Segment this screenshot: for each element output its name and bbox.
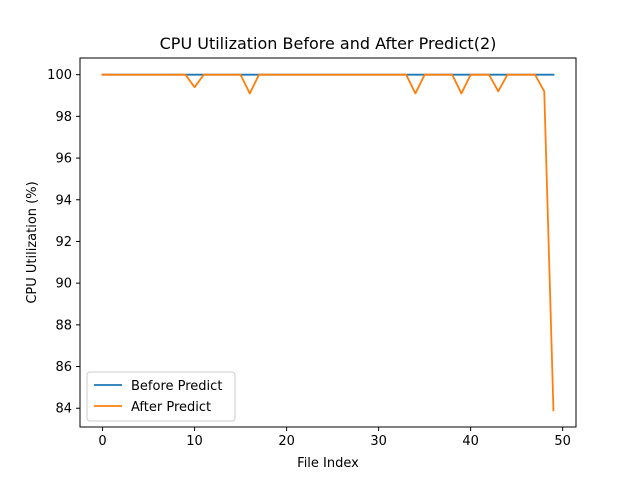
y-tick-label: 100 (47, 68, 72, 83)
x-tick-label: 40 (462, 434, 479, 449)
x-tick-label: 30 (370, 434, 387, 449)
y-tick-label: 86 (55, 360, 72, 375)
y-tick-label: 88 (55, 318, 72, 333)
x-tick-label: 20 (278, 434, 295, 449)
series-lines (101, 73, 555, 412)
x-tick-label: 10 (186, 434, 203, 449)
series-line-after-predict (101, 73, 555, 412)
x-axis-label: File Index (297, 456, 359, 471)
y-axis-ticks: 84 86 88 90 92 94 96 98 100 (47, 68, 80, 417)
y-tick-label: 98 (55, 110, 72, 125)
y-tick-label: 92 (55, 235, 72, 250)
y-tick-label: 90 (55, 277, 72, 292)
y-tick-label: 94 (55, 193, 72, 208)
x-tick-label: 50 (554, 434, 571, 449)
legend: Before Predict After Predict (86, 371, 236, 422)
x-tick-label: 0 (98, 434, 106, 449)
legend-label-before-predict: Before Predict (131, 379, 222, 394)
legend-frame (86, 371, 236, 422)
y-tick-label: 84 (55, 402, 72, 417)
y-axis-label: CPU Utilization (%) (25, 181, 40, 303)
plot-area-frame (79, 57, 577, 428)
x-axis-ticks: 0 10 20 30 40 50 (98, 427, 571, 449)
y-tick-label: 96 (55, 152, 72, 167)
legend-label-after-predict: After Predict (131, 400, 211, 415)
chart-title: CPU Utilization Before and After Predict… (160, 34, 497, 53)
